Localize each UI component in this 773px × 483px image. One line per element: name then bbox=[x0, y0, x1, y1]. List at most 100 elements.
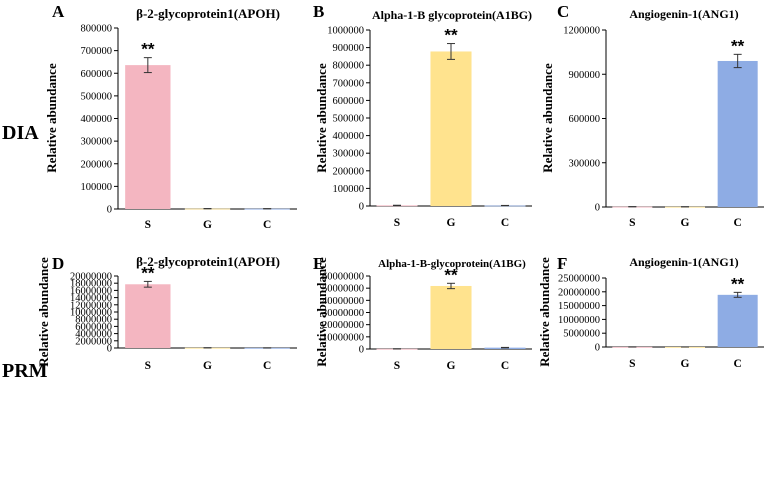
x-tick-label: G bbox=[203, 360, 212, 372]
chart-title: Alpha-1-B-glycoprotein(A1BG) bbox=[378, 258, 526, 270]
y-tick-label: 8000000 bbox=[75, 315, 112, 326]
y-axis-label: Relative abundance bbox=[314, 257, 329, 367]
x-tick-label: G bbox=[447, 217, 456, 229]
y-tick-label: 700000 bbox=[333, 78, 365, 89]
significance-label: ** bbox=[141, 263, 155, 282]
y-tick-label: 10000000 bbox=[70, 308, 112, 319]
y-tick-label: 20000000 bbox=[322, 320, 364, 331]
y-tick-label: 400000 bbox=[81, 114, 113, 125]
y-tick-label: 400000 bbox=[333, 131, 365, 142]
panel-letter-c: C bbox=[557, 2, 570, 21]
y-tick-label: 800000 bbox=[333, 61, 365, 72]
y-tick-label: 0 bbox=[107, 344, 112, 355]
y-axis-label: Relative abundance bbox=[314, 63, 329, 173]
y-tick-label: 16000000 bbox=[70, 286, 112, 297]
y-tick-label: 600000 bbox=[333, 96, 365, 107]
y-tick-label: 12000000 bbox=[70, 300, 112, 311]
y-tick-label: 0 bbox=[359, 202, 364, 213]
y-tick-label: 60000000 bbox=[322, 272, 364, 283]
x-tick-label: C bbox=[263, 219, 271, 231]
y-tick-label: 6000000 bbox=[75, 322, 112, 333]
x-tick-label: S bbox=[145, 219, 151, 231]
row-label-dia: DIA bbox=[2, 122, 39, 144]
y-axis-label: Relative abundance bbox=[540, 63, 555, 173]
x-tick-label: C bbox=[734, 358, 742, 370]
y-tick-label: 30000000 bbox=[322, 308, 364, 319]
x-tick-label: C bbox=[501, 217, 509, 229]
chart-title: Angiogenin-1(ANG1) bbox=[629, 255, 738, 269]
y-tick-label: 10000000 bbox=[558, 315, 600, 326]
chart-title: β-2-glycoprotein1(APOH) bbox=[136, 6, 280, 21]
y-tick-label: 600000 bbox=[569, 114, 601, 125]
x-tick-label: G bbox=[681, 358, 690, 370]
y-tick-label: 900000 bbox=[569, 70, 601, 81]
x-tick-label: G bbox=[203, 219, 212, 231]
x-tick-label: G bbox=[681, 217, 690, 229]
y-tick-label: 25000000 bbox=[558, 274, 600, 285]
x-tick-label: C bbox=[263, 360, 271, 372]
y-tick-label: 14000000 bbox=[70, 293, 112, 304]
y-axis-label: Relative abundance bbox=[537, 257, 552, 367]
bar-c bbox=[717, 294, 758, 347]
y-tick-label: 1000000 bbox=[327, 26, 364, 37]
y-tick-label: 20000000 bbox=[558, 287, 600, 298]
y-tick-label: 600000 bbox=[81, 69, 113, 80]
chart-panel-c: Angiogenin-1(ANG1) Relative abundance 0 300… bbox=[540, 7, 764, 229]
y-tick-label: 300000 bbox=[569, 158, 601, 169]
x-tick-label: S bbox=[394, 360, 400, 372]
panel-letter-e: E bbox=[313, 254, 325, 273]
y-tick-label: 500000 bbox=[333, 114, 365, 125]
x-tick-label: S bbox=[629, 358, 635, 370]
y-tick-label: 100000 bbox=[81, 182, 113, 193]
significance-label: ** bbox=[141, 40, 155, 59]
significance-label: ** bbox=[731, 274, 745, 293]
y-tick-label: 200000 bbox=[333, 166, 365, 177]
significance-label: ** bbox=[731, 36, 745, 55]
y-tick-label: 40000000 bbox=[322, 296, 364, 307]
y-tick-label: 100000 bbox=[333, 184, 365, 195]
x-tick-label: S bbox=[394, 217, 400, 229]
y-tick-label: 15000000 bbox=[558, 301, 600, 312]
y-tick-label: 300000 bbox=[333, 149, 365, 160]
chart-title: Angiogenin-1(ANG1) bbox=[629, 7, 738, 21]
y-tick-label: 2000000 bbox=[75, 336, 112, 347]
y-tick-label: 50000000 bbox=[322, 284, 364, 295]
panel-letter-f: F bbox=[557, 254, 568, 273]
y-tick-label: 500000 bbox=[81, 91, 113, 102]
y-tick-label: 0 bbox=[595, 203, 600, 214]
panel-letter-b: B bbox=[313, 2, 325, 21]
x-tick-label: G bbox=[447, 360, 456, 372]
x-tick-label: C bbox=[734, 217, 742, 229]
chart-panel-a: β-2-glycoprotein1(APOH) Relative abundanc… bbox=[44, 6, 297, 231]
bar-g bbox=[430, 51, 472, 206]
x-tick-label: C bbox=[501, 360, 509, 372]
y-axis-label: Relative abundance bbox=[44, 63, 59, 173]
y-tick-label: 900000 bbox=[333, 43, 365, 54]
y-tick-label: 300000 bbox=[81, 137, 113, 148]
chart-title: β-2-glycoprotein1(APOH) bbox=[136, 254, 280, 269]
chart-panel-f: Angiogenin-1(ANG1) Relative abundance 0 500… bbox=[537, 255, 764, 370]
y-tick-label: 0 bbox=[107, 205, 112, 216]
panel-letter-d: D bbox=[52, 254, 65, 273]
bar-s bbox=[125, 284, 171, 348]
chart-panel-d: β-2-glycoprotein1(APOH) Relative abundanc… bbox=[36, 254, 297, 372]
y-tick-label: 5000000 bbox=[563, 329, 600, 340]
bar-c bbox=[717, 60, 758, 207]
y-tick-label: 0 bbox=[595, 343, 600, 354]
y-tick-label: 200000 bbox=[81, 159, 113, 170]
significance-label: ** bbox=[444, 26, 458, 45]
y-tick-label: 800000 bbox=[81, 24, 113, 35]
bar-s bbox=[125, 65, 171, 209]
chart-panel-e: Alpha-1-B-glycoprotein(A1BG) Relative abu… bbox=[314, 257, 532, 372]
y-tick-label: 0 bbox=[359, 345, 364, 356]
bar-g bbox=[430, 285, 472, 349]
y-tick-label: 20000000 bbox=[70, 272, 112, 283]
significance-label: ** bbox=[444, 265, 458, 284]
panel-letter-a: A bbox=[52, 2, 65, 21]
chart-title: Alpha-1-B glycoprotein(A1BG) bbox=[372, 8, 532, 22]
y-tick-label: 18000000 bbox=[70, 279, 112, 290]
row-label-prm: PRM bbox=[2, 360, 48, 382]
y-axis-label: Relative abundance bbox=[36, 257, 51, 367]
y-tick-label: 10000000 bbox=[322, 332, 364, 343]
